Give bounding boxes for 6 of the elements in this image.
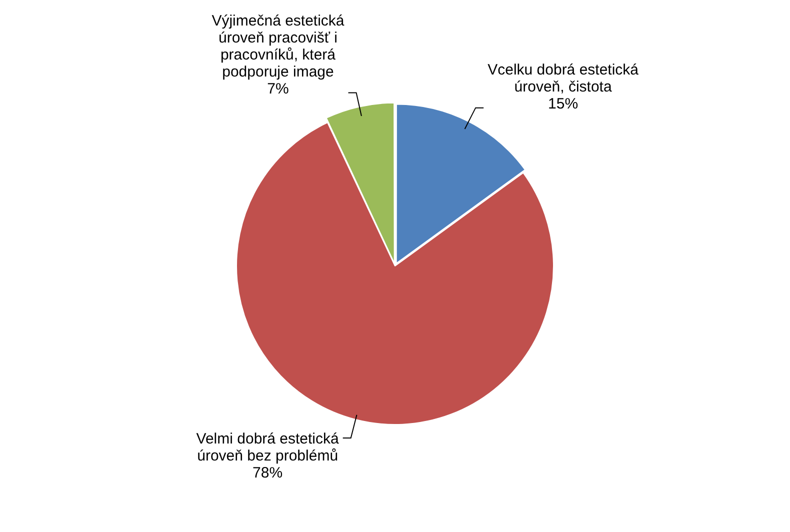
slice-label: Velmi dobrá estetická úroveň bez problémů bbox=[196, 430, 340, 465]
data-label: 7% bbox=[267, 80, 289, 98]
slice-label: Výjimečná estetická úroveň pracovišť i pracovníků, která podporuje image bbox=[212, 12, 345, 80]
data-label: 78% bbox=[252, 464, 283, 482]
data-label: 15% bbox=[548, 95, 578, 112]
slice-label: Vcelku dobrá estetická úroveň, čistota bbox=[488, 61, 640, 96]
